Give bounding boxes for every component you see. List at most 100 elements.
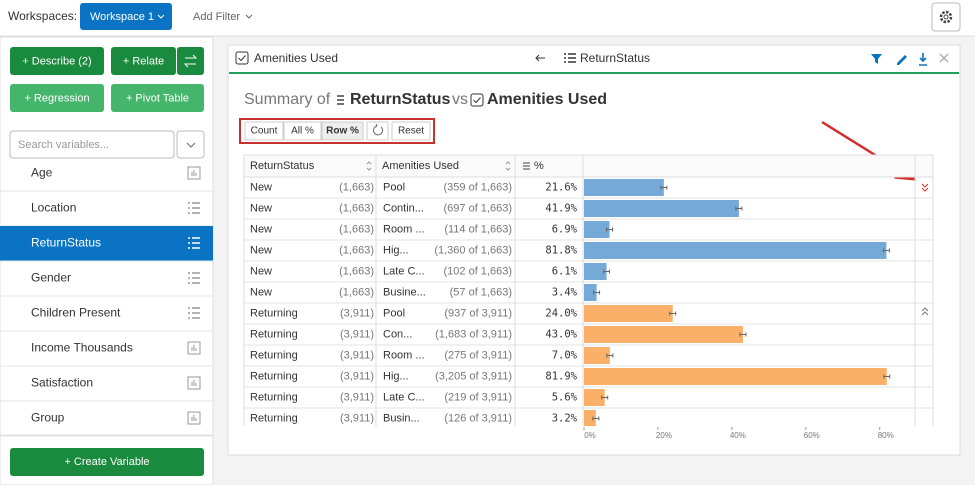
download-icon[interactable] bbox=[919, 53, 927, 66]
group-cell: New bbox=[250, 202, 272, 214]
group-cell: Returning bbox=[250, 412, 298, 424]
count-cell: (114 of 1,663) bbox=[444, 223, 512, 235]
filter-dropdown[interactable] bbox=[176, 130, 205, 159]
error-bar bbox=[739, 332, 747, 337]
summary-var: Amenities Used bbox=[487, 91, 607, 108]
variable-name[interactable]: Satisfaction bbox=[31, 376, 93, 390]
variable-name[interactable]: Children Present bbox=[31, 306, 121, 320]
pct-cell: 3.4% bbox=[552, 287, 578, 299]
edit-icon[interactable] bbox=[897, 55, 907, 65]
column-header[interactable]: ReturnStatus bbox=[250, 160, 315, 172]
search-placeholder: Search variables... bbox=[18, 139, 109, 151]
highlight-box bbox=[239, 118, 435, 144]
pct-cell: 7.0% bbox=[552, 350, 578, 362]
error-bar bbox=[593, 290, 601, 295]
refresh-button[interactable] bbox=[366, 121, 389, 141]
amenity-cell: Pool bbox=[383, 307, 405, 319]
swap-button[interactable] bbox=[177, 47, 204, 75]
variable-name[interactable]: Group bbox=[31, 411, 65, 425]
group-n: (1,663) bbox=[339, 181, 374, 193]
bar bbox=[584, 410, 596, 426]
variable-name[interactable]: Age bbox=[31, 166, 53, 180]
add-filter[interactable]: Add Filter bbox=[193, 11, 240, 23]
bar bbox=[584, 263, 607, 280]
list-icon bbox=[337, 95, 344, 105]
count-cell: (1,360 of 1,663) bbox=[434, 244, 512, 256]
selected-row bbox=[0, 226, 213, 261]
bar bbox=[584, 242, 887, 259]
tick-label: 60% bbox=[804, 431, 820, 440]
chevron bbox=[157, 14, 165, 19]
header-row bbox=[243, 154, 934, 178]
pct-cell: 6.1% bbox=[552, 266, 578, 278]
group-n: (3,911) bbox=[340, 391, 374, 403]
group-cell: New bbox=[250, 223, 272, 235]
pct-cell: 81.8% bbox=[545, 245, 577, 257]
mode-button[interactable] bbox=[321, 121, 364, 141]
close-icon[interactable] bbox=[939, 53, 949, 63]
tick-label: 80% bbox=[878, 431, 894, 440]
mode-button[interactable] bbox=[244, 121, 284, 141]
action-label[interactable]: + Regression bbox=[24, 92, 89, 104]
list-icon bbox=[523, 162, 530, 170]
group-n: (3,911) bbox=[340, 349, 374, 361]
workspace-name[interactable]: Workspace 1 bbox=[90, 11, 154, 23]
pct-cell: 41.9% bbox=[545, 203, 577, 215]
group-n: (1,663) bbox=[339, 265, 374, 277]
amenity-cell: Pool bbox=[383, 181, 405, 193]
list-icon bbox=[564, 53, 576, 63]
summary-prefix: Summary of bbox=[244, 91, 331, 108]
swap-icon bbox=[183, 54, 198, 68]
collapse-icon[interactable] bbox=[921, 183, 929, 192]
list-icon bbox=[188, 307, 200, 319]
action-button[interactable] bbox=[10, 47, 104, 75]
error-bar bbox=[592, 416, 600, 421]
gear-icon bbox=[943, 14, 949, 20]
numeric-icon bbox=[191, 170, 197, 176]
group-n: (1,663) bbox=[339, 286, 374, 298]
amenity-cell: Late C... bbox=[383, 265, 425, 277]
pct-cell: 81.9% bbox=[545, 371, 577, 383]
column-header[interactable]: Amenities Used bbox=[382, 160, 459, 172]
count-cell: (3,205 of 3,911) bbox=[435, 370, 512, 382]
action-button[interactable] bbox=[111, 47, 176, 75]
mode-button[interactable] bbox=[283, 121, 322, 141]
bar bbox=[584, 368, 887, 385]
variable-name[interactable]: Gender bbox=[31, 271, 71, 285]
action-label[interactable]: + Pivot Table bbox=[126, 92, 189, 104]
count-cell: (937 of 3,911) bbox=[444, 307, 512, 319]
error-bar bbox=[660, 185, 668, 190]
workspace-button[interactable] bbox=[80, 3, 172, 30]
create-button[interactable] bbox=[10, 448, 204, 476]
filter-icon[interactable] bbox=[871, 54, 882, 64]
settings-button[interactable] bbox=[931, 2, 961, 32]
action-label[interactable]: + Relate bbox=[123, 55, 164, 67]
mode-label[interactable]: Row % bbox=[326, 126, 359, 137]
summary-vs: vs bbox=[452, 91, 468, 108]
variable-name[interactable]: Income Thousands bbox=[31, 341, 133, 355]
group-cell: Returning bbox=[250, 307, 298, 319]
group-n: (1,663) bbox=[339, 244, 374, 256]
action-label[interactable]: + Describe (2) bbox=[22, 55, 91, 67]
mode-label[interactable]: All % bbox=[291, 126, 314, 137]
expand-icon[interactable] bbox=[921, 307, 929, 316]
numeric-icon bbox=[187, 166, 201, 180]
checkbox-icon bbox=[470, 93, 484, 107]
error-bar bbox=[669, 311, 677, 316]
count-cell: (1,683 of 3,911) bbox=[435, 328, 512, 340]
list-icon bbox=[188, 202, 200, 214]
variable-name[interactable]: ReturnStatus bbox=[31, 236, 101, 250]
variable-name[interactable]: Location bbox=[31, 201, 76, 215]
search-box[interactable] bbox=[9, 130, 175, 159]
numeric-icon bbox=[191, 415, 197, 421]
create-label[interactable]: + Create Variable bbox=[64, 456, 149, 468]
group-n: (3,911) bbox=[340, 328, 374, 340]
reset-button[interactable] bbox=[391, 121, 431, 141]
action-button[interactable] bbox=[10, 84, 104, 112]
swap-arrow[interactable] bbox=[535, 54, 545, 62]
mode-label[interactable]: Count bbox=[251, 126, 278, 137]
reset-label[interactable]: Reset bbox=[398, 126, 424, 137]
action-button[interactable] bbox=[111, 84, 204, 112]
tick-label: 40% bbox=[730, 431, 746, 440]
